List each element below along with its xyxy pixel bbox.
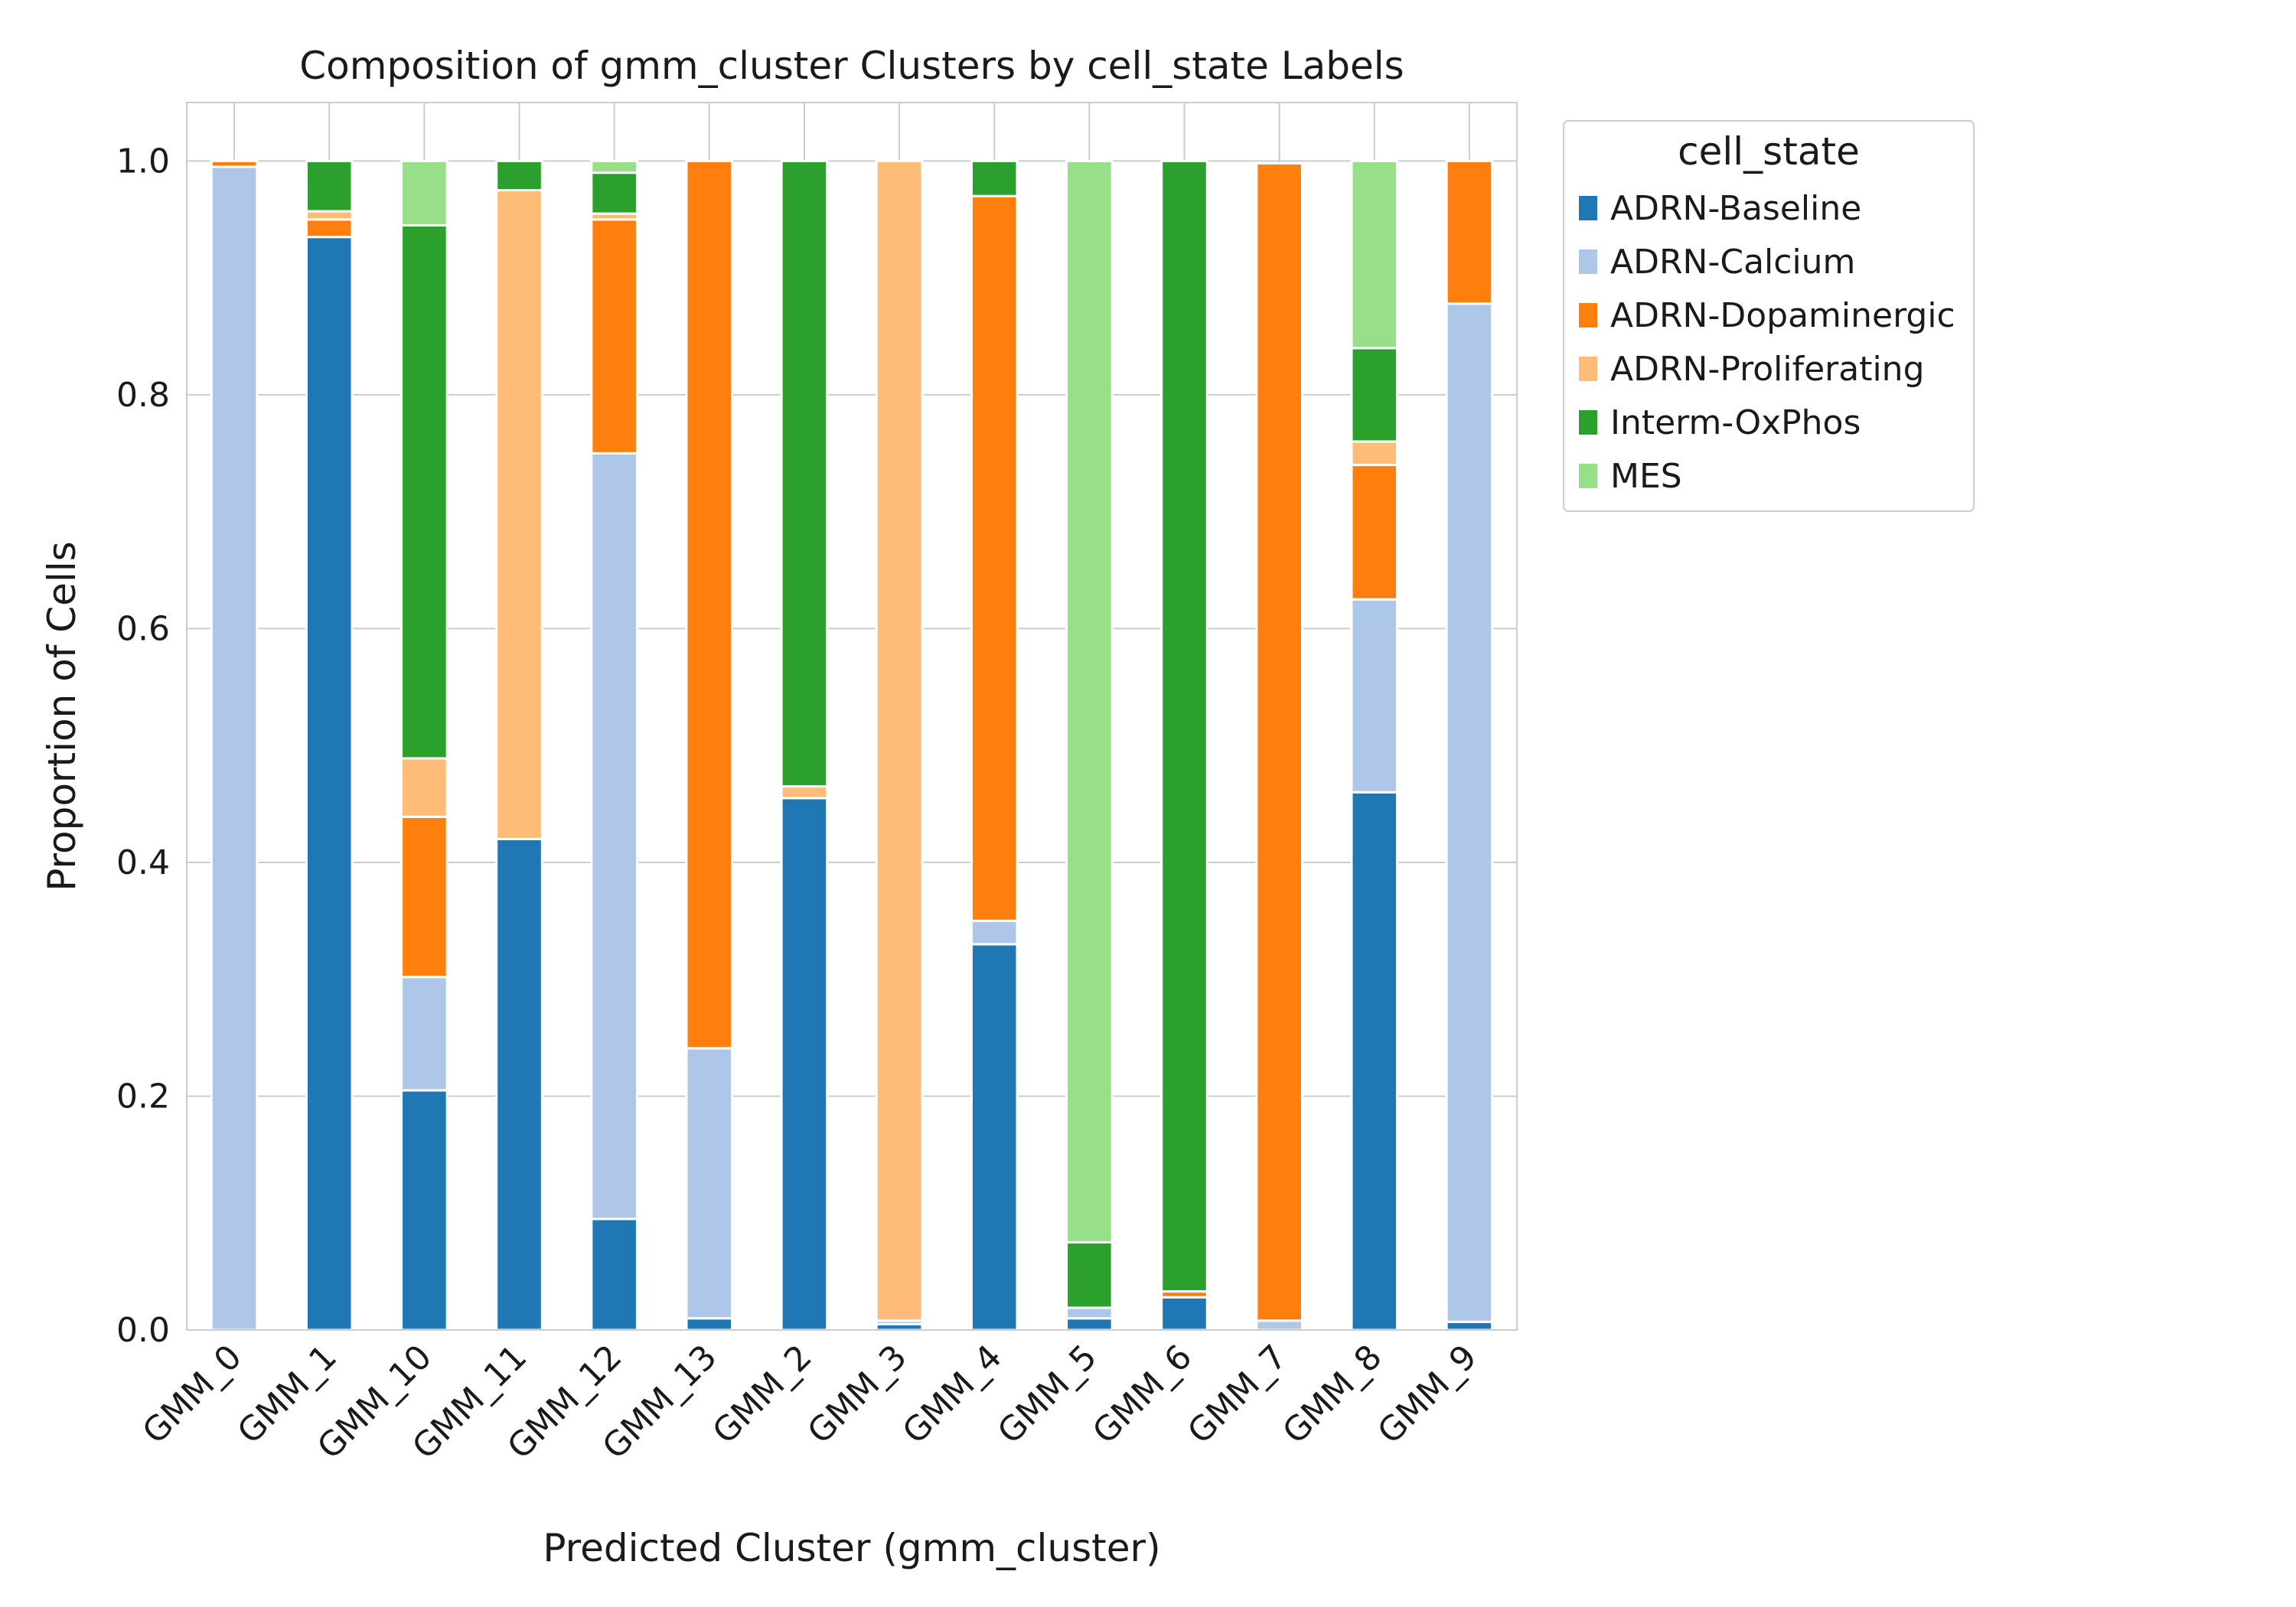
bar-segment — [1255, 1319, 1303, 1332]
bar-segment — [1445, 302, 1494, 1323]
bar-segment — [875, 159, 924, 1322]
bar-segment — [400, 815, 448, 979]
bar-segment — [590, 1217, 638, 1332]
x-tick-label: GMM_5 — [990, 1338, 1104, 1452]
x-ticks: GMM_0GMM_1GMM_10GMM_11GMM_12GMM_13GMM_2G… — [135, 1338, 1485, 1467]
x-tick-label: GMM_2 — [705, 1338, 819, 1452]
bar-segment — [685, 1047, 734, 1320]
bar-segment — [590, 171, 638, 215]
bar-segment — [1350, 440, 1399, 467]
bar-segment — [970, 919, 1019, 946]
bar-segment — [590, 218, 638, 455]
y-axis-label: Proportion of Cells — [40, 541, 84, 891]
bar-segment — [495, 837, 543, 1332]
x-axis-label: Predicted Cluster (gmm_cluster) — [543, 1526, 1160, 1570]
bar-segment — [305, 218, 354, 239]
legend-label: Interm-OxPhos — [1610, 403, 1861, 442]
bar-segment — [780, 797, 829, 1332]
bar-segment — [1350, 347, 1399, 443]
bars — [210, 159, 1494, 1332]
y-tick-label: 1.0 — [116, 142, 170, 181]
bar-segment — [970, 943, 1019, 1332]
bar-segment — [210, 159, 259, 168]
bar-segment — [1065, 1306, 1114, 1320]
legend-swatch — [1579, 303, 1597, 328]
y-ticks: 0.0 0.2 0.4 0.6 0.8 1.0 — [116, 142, 170, 1350]
x-tick-label: GMM_9 — [1370, 1338, 1484, 1452]
x-tick-label: GMM_3 — [801, 1338, 915, 1452]
legend-title: cell_state — [1678, 129, 1860, 174]
grid — [187, 103, 1517, 1331]
bar-segment — [400, 976, 448, 1092]
legend-swatch — [1579, 196, 1597, 220]
chart-title: Composition of gmm_cluster Clusters by c… — [299, 44, 1404, 88]
bar-segment — [1350, 598, 1399, 794]
legend-swatch — [1579, 464, 1597, 488]
legend-label: ADRN-Proliferating — [1610, 350, 1925, 389]
bar-segment — [495, 189, 543, 840]
legend-swatch — [1579, 357, 1597, 381]
bar-segment — [1160, 159, 1208, 1293]
bar-segment — [400, 1089, 448, 1332]
bar-segment — [590, 451, 638, 1221]
bar-segment — [1065, 159, 1114, 1244]
bar-segment — [400, 223, 448, 760]
x-tick-label: GMM_6 — [1085, 1338, 1199, 1452]
bar-segment — [210, 165, 259, 1332]
x-tick-label: GMM_4 — [895, 1338, 1009, 1452]
y-tick-label: 0.0 — [116, 1311, 170, 1350]
legend-label: ADRN-Baseline — [1610, 189, 1861, 228]
legend-swatch — [1579, 410, 1597, 435]
bar-segment — [1445, 1320, 1494, 1332]
bar-segment — [1255, 161, 1303, 1322]
bar-segment — [305, 159, 354, 213]
bar-segment — [590, 159, 638, 174]
legend: cell_state ADRN-Baseline ADRN-Calcium ADRN… — [1563, 120, 1975, 512]
legend-label: ADRN-Dopaminergic — [1610, 296, 1955, 335]
bar-segment — [305, 210, 354, 221]
bar-segment — [400, 757, 448, 818]
y-tick-label: 0.2 — [116, 1077, 170, 1116]
bar-segment — [970, 159, 1019, 197]
legend-box — [1563, 120, 1975, 512]
y-tick-label: 0.6 — [116, 609, 170, 648]
bar-segment — [685, 1317, 734, 1332]
bar-segment — [1350, 464, 1399, 601]
y-tick-label: 0.8 — [116, 376, 170, 415]
bar-segment — [780, 159, 829, 788]
plot-frame — [186, 102, 1518, 1331]
bar-segment — [1160, 1296, 1208, 1332]
legend-swatch — [1579, 249, 1597, 274]
bar-segment — [1065, 1240, 1114, 1309]
bar-segment — [780, 785, 829, 800]
x-tick-label: GMM_0 — [135, 1338, 249, 1452]
legend-label: ADRN-Calcium — [1610, 243, 1855, 282]
bar-segment — [1350, 159, 1399, 350]
bar-segment — [495, 159, 543, 192]
x-tick-label: GMM_7 — [1180, 1338, 1294, 1452]
bar-segment — [970, 194, 1019, 922]
x-tick-label: GMM_8 — [1275, 1338, 1389, 1452]
bar-segment — [305, 236, 354, 1332]
bar-segment — [1445, 159, 1494, 305]
bar-segment — [1065, 1317, 1114, 1332]
legend-label: MES — [1610, 457, 1682, 496]
bar-segment — [685, 159, 734, 1050]
bar-segment — [400, 159, 448, 227]
y-tick-label: 0.4 — [116, 843, 170, 882]
bar-segment — [1350, 790, 1399, 1332]
